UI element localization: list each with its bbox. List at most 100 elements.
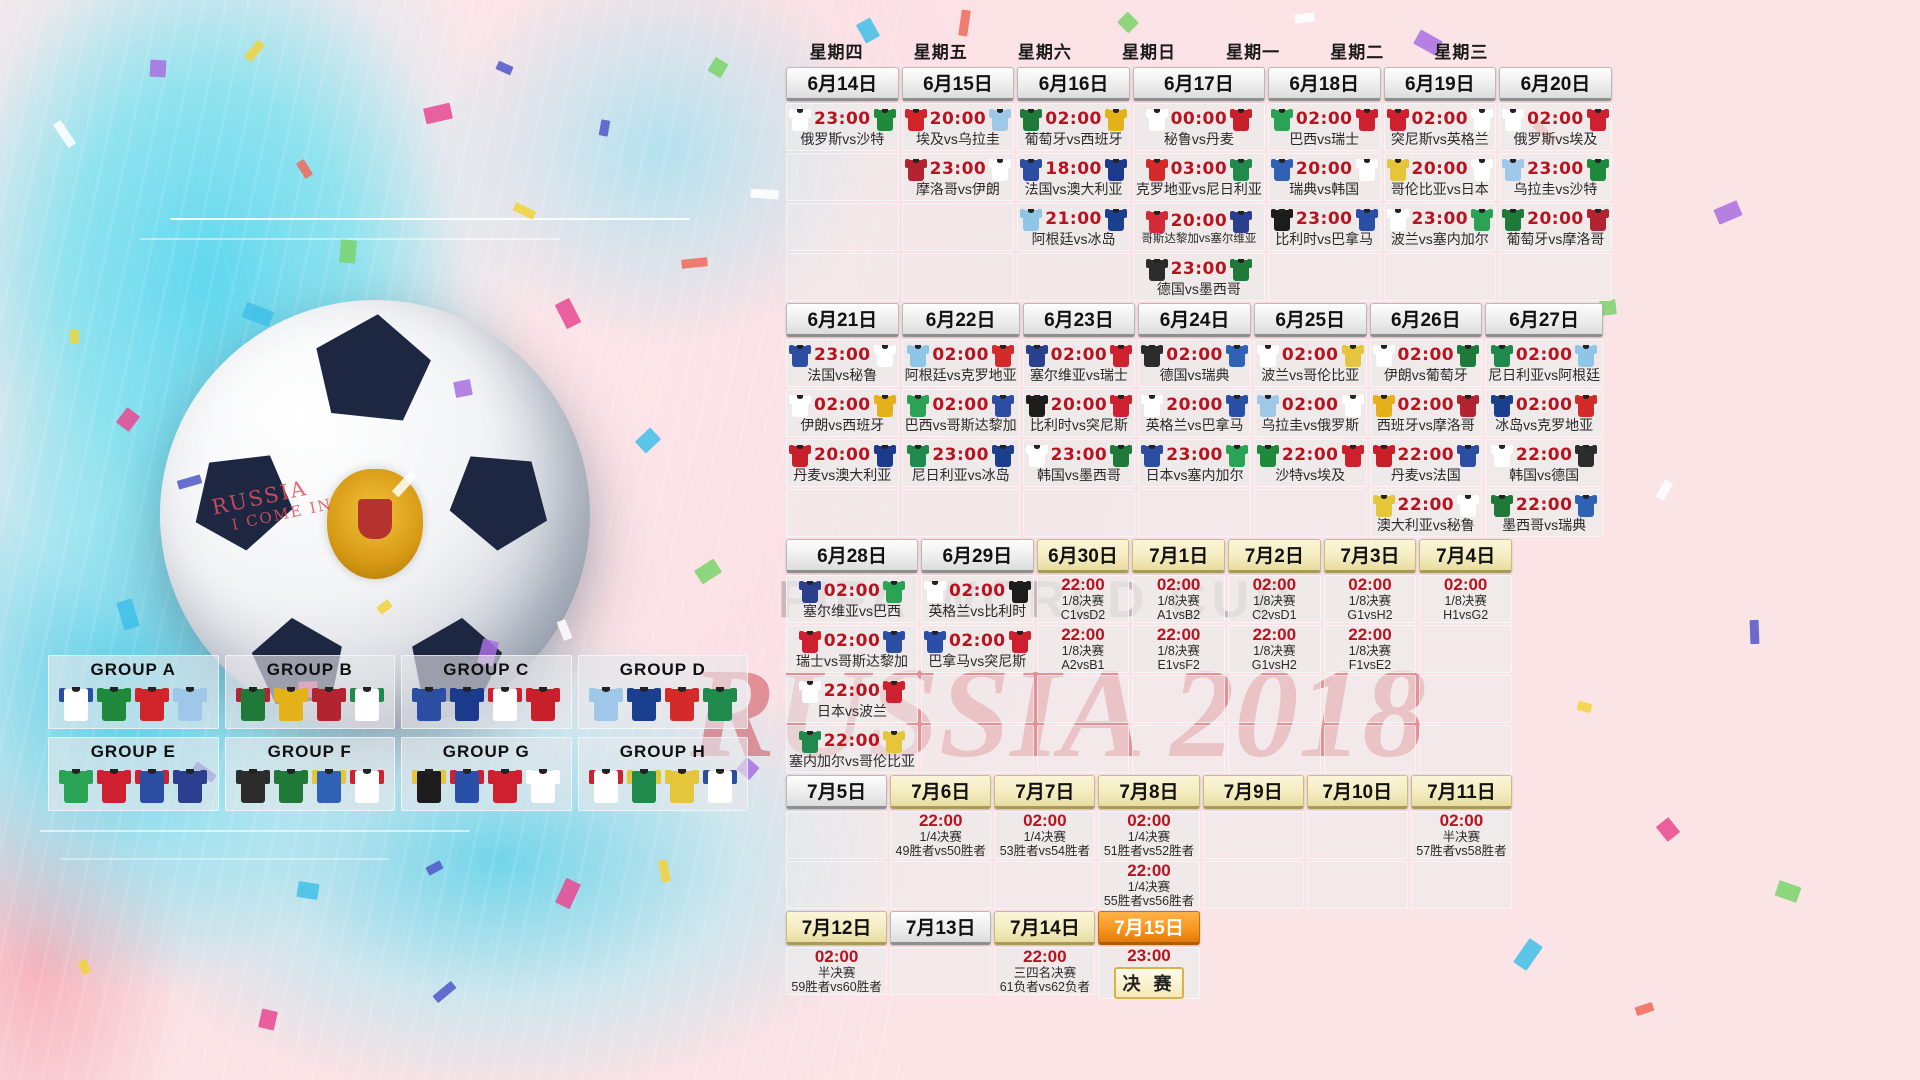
match-cell[interactable]: 21:00 阿根廷vs冰岛: [1017, 203, 1130, 251]
match-cell[interactable]: 02:00 阿根廷vs克罗地亚: [901, 339, 1020, 387]
date-header[interactable]: 7月10日: [1306, 775, 1408, 809]
match-cell[interactable]: 02:00 英格兰vs比利时: [921, 575, 1034, 623]
match-cell[interactable]: 20:00 比利时vs突尼斯: [1022, 389, 1136, 437]
match-cell[interactable]: 20:00 哥伦比亚vs日本: [1383, 153, 1497, 201]
match-cell[interactable]: 20:00 英格兰vs巴拿马: [1138, 389, 1251, 437]
match-cell[interactable]: 22:00 1/8决赛 E1vsF2: [1132, 625, 1225, 673]
match-cell[interactable]: 20:00 埃及vs乌拉圭: [901, 103, 1015, 151]
date-header[interactable]: 6月21日: [786, 303, 899, 337]
date-header[interactable]: 6月17日: [1132, 67, 1265, 101]
match-cell[interactable]: 02:00 巴拿马vs突尼斯: [921, 625, 1034, 673]
match-cell[interactable]: 22:00 沙特vs埃及: [1253, 439, 1367, 487]
match-cell[interactable]: 02:00 突尼斯vs英格兰: [1383, 103, 1497, 151]
date-header[interactable]: 6月25日: [1253, 303, 1367, 337]
match-cell[interactable]: 22:00 1/8决赛 A2vsB1: [1036, 625, 1130, 673]
date-header[interactable]: 7月14日: [994, 911, 1096, 945]
date-header[interactable]: 6月14日: [786, 67, 899, 101]
match-cell[interactable]: 02:00 瑞士vs哥斯达黎加: [786, 625, 918, 673]
match-cell[interactable]: 02:00 俄罗斯vs埃及: [1499, 103, 1612, 151]
date-header[interactable]: 6月22日: [901, 303, 1020, 337]
date-header[interactable]: 7月6日: [890, 775, 992, 809]
match-cell[interactable]: 02:00 1/8决赛 H1vsG2: [1419, 575, 1512, 623]
match-cell[interactable]: 02:00 1/4决赛 53胜者vs54胜者: [994, 811, 1096, 859]
match-cell[interactable]: 20:00 瑞典vs韩国: [1267, 153, 1381, 201]
date-header[interactable]: 6月15日: [901, 67, 1015, 101]
group-panel-a[interactable]: GROUP A: [48, 655, 219, 729]
date-header[interactable]: 6月30日: [1036, 539, 1130, 573]
match-cell[interactable]: 22:00 三四名决赛 61负者vs62负者: [994, 947, 1096, 995]
match-cell[interactable]: 02:00 尼日利亚vs阿根廷: [1485, 339, 1604, 387]
match-cell[interactable]: 02:00 半决赛 57胜者vs58胜者: [1410, 811, 1512, 859]
match-cell[interactable]: 23:00 乌拉圭vs沙特: [1499, 153, 1612, 201]
date-header[interactable]: 6月19日: [1383, 67, 1497, 101]
match-cell[interactable]: 02:00 1/4决赛 51胜者vs52胜者: [1098, 811, 1200, 859]
match-cell[interactable]: 23:00 德国vs墨西哥: [1132, 253, 1265, 301]
date-header[interactable]: 6月20日: [1499, 67, 1612, 101]
group-panel-g[interactable]: GROUP G: [401, 737, 572, 811]
match-cell[interactable]: 02:00 巴西vs哥斯达黎加: [901, 389, 1020, 437]
match-cell[interactable]: 23:00 比利时vs巴拿马: [1267, 203, 1381, 251]
match-cell[interactable]: 20:00 哥斯达黎加vs塞尔维亚: [1132, 203, 1265, 251]
match-cell[interactable]: 02:00 塞尔维亚vs瑞士: [1022, 339, 1136, 387]
date-header[interactable]: 7月5日: [786, 775, 888, 809]
match-cell[interactable]: 22:00 日本vs波兰: [786, 675, 918, 723]
date-header[interactable]: 7月3日: [1323, 539, 1417, 573]
match-cell[interactable]: 23:00 波兰vs塞内加尔: [1383, 203, 1497, 251]
match-cell[interactable]: 22:00 韩国vs德国: [1485, 439, 1604, 487]
match-cell[interactable]: 23:00 摩洛哥vs伊朗: [901, 153, 1015, 201]
match-cell[interactable]: 02:00 德国vs瑞典: [1138, 339, 1251, 387]
match-cell[interactable]: 22:00 1/8决赛 F1vsE2: [1323, 625, 1417, 673]
match-cell[interactable]: 02:00 半决赛 59胜者vs60胜者: [786, 947, 888, 995]
match-cell[interactable]: 02:00 塞尔维亚vs巴西: [786, 575, 918, 623]
match-cell[interactable]: 02:00 巴西vs瑞士: [1267, 103, 1381, 151]
match-cell[interactable]: 23:00 俄罗斯vs沙特: [786, 103, 899, 151]
date-header[interactable]: 6月24日: [1138, 303, 1251, 337]
match-cell[interactable]: 23:00 法国vs秘鲁: [786, 339, 899, 387]
date-header[interactable]: 7月2日: [1227, 539, 1321, 573]
date-header[interactable]: 7月1日: [1132, 539, 1225, 573]
date-header[interactable]: 7月8日: [1098, 775, 1200, 809]
date-header[interactable]: 7月15日: [1098, 911, 1200, 945]
match-cell[interactable]: 23:00 决 赛: [1098, 947, 1200, 999]
match-cell[interactable]: 00:00 秘鲁vs丹麦: [1132, 103, 1265, 151]
match-cell[interactable]: 22:00 1/4决赛 49胜者vs50胜者: [890, 811, 992, 859]
match-cell[interactable]: 22:00 墨西哥vs瑞典: [1485, 489, 1604, 537]
match-cell[interactable]: 02:00 乌拉圭vs俄罗斯: [1253, 389, 1367, 437]
group-panel-d[interactable]: GROUP D: [577, 655, 748, 729]
date-header[interactable]: 7月9日: [1202, 775, 1304, 809]
match-cell[interactable]: 02:00 1/8决赛 G1vsH2: [1323, 575, 1417, 623]
group-panel-h[interactable]: GROUP H: [577, 737, 748, 811]
match-cell[interactable]: 20:00 葡萄牙vs摩洛哥: [1499, 203, 1612, 251]
match-cell[interactable]: 23:00 韩国vs墨西哥: [1022, 439, 1136, 487]
match-cell[interactable]: 20:00 丹麦vs澳大利亚: [786, 439, 899, 487]
date-header[interactable]: 6月23日: [1022, 303, 1136, 337]
match-cell[interactable]: 18:00 法国vs澳大利亚: [1017, 153, 1130, 201]
date-header[interactable]: 6月26日: [1369, 303, 1483, 337]
group-panel-b[interactable]: GROUP B: [224, 655, 395, 729]
match-cell[interactable]: 02:00 冰岛vs克罗地亚: [1485, 389, 1604, 437]
match-cell[interactable]: 02:00 伊朗vs西班牙: [786, 389, 899, 437]
match-cell[interactable]: 22:00 1/8决赛 G1vsH2: [1227, 625, 1321, 673]
match-cell[interactable]: 23:00 日本vs塞内加尔: [1138, 439, 1251, 487]
match-cell[interactable]: 22:00 丹麦vs法国: [1369, 439, 1483, 487]
date-header[interactable]: 7月4日: [1419, 539, 1512, 573]
match-cell[interactable]: 02:00 伊朗vs葡萄牙: [1369, 339, 1483, 387]
match-cell[interactable]: 02:00 葡萄牙vs西班牙: [1017, 103, 1130, 151]
group-panel-e[interactable]: GROUP E: [48, 737, 219, 811]
date-header[interactable]: 7月11日: [1410, 775, 1512, 809]
match-cell[interactable]: 22:00 塞内加尔vs哥伦比亚: [786, 725, 918, 773]
date-header[interactable]: 7月13日: [890, 911, 992, 945]
group-panel-f[interactable]: GROUP F: [224, 737, 395, 811]
date-header[interactable]: 7月12日: [786, 911, 888, 945]
group-panel-c[interactable]: GROUP C: [401, 655, 572, 729]
date-header[interactable]: 6月28日: [786, 539, 918, 573]
match-cell[interactable]: 02:00 西班牙vs摩洛哥: [1369, 389, 1483, 437]
match-cell[interactable]: 02:00 1/8决赛 A1vsB2: [1132, 575, 1225, 623]
match-cell[interactable]: 03:00 克罗地亚vs尼日利亚: [1132, 153, 1265, 201]
date-header[interactable]: 6月27日: [1485, 303, 1604, 337]
date-header[interactable]: 6月16日: [1017, 67, 1130, 101]
match-cell[interactable]: 23:00 尼日利亚vs冰岛: [901, 439, 1020, 487]
match-cell[interactable]: 02:00 1/8决赛 C2vsD1: [1227, 575, 1321, 623]
match-cell[interactable]: 22:00 澳大利亚vs秘鲁: [1369, 489, 1483, 537]
date-header[interactable]: 6月29日: [921, 539, 1034, 573]
